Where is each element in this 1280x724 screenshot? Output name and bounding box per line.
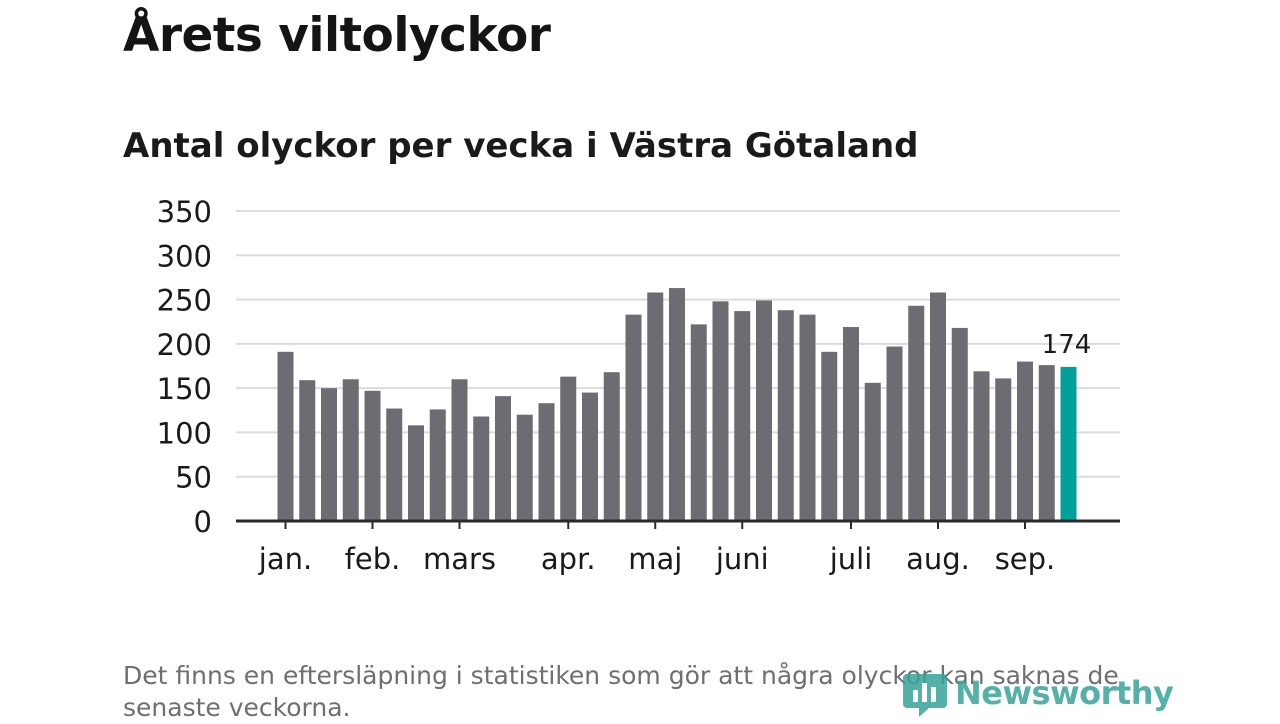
bar <box>516 414 533 521</box>
bar <box>930 292 946 521</box>
bar <box>342 379 359 521</box>
bar <box>843 327 859 521</box>
bar <box>560 376 577 521</box>
chart-subtitle: Antal olyckor per vecka i Västra Götalan… <box>123 126 919 166</box>
bar <box>408 425 424 521</box>
bar <box>473 416 490 521</box>
bar-latest-week <box>1060 366 1077 521</box>
bar <box>908 305 925 521</box>
newsworthy-logo: Newsworthy <box>903 668 1174 718</box>
x-tick-label: mars <box>423 542 496 576</box>
bar <box>429 409 446 521</box>
bar <box>277 351 294 521</box>
bar <box>1038 365 1055 521</box>
x-axis <box>236 519 1120 529</box>
x-tick-label: feb. <box>345 542 401 576</box>
bar <box>647 292 664 521</box>
bar <box>299 380 316 521</box>
bar <box>451 379 468 521</box>
bar <box>973 371 990 521</box>
y-tick-label: 300 <box>157 239 212 273</box>
bar <box>386 408 403 521</box>
bar <box>669 288 685 521</box>
bar <box>495 396 511 521</box>
bar <box>799 314 816 521</box>
bar <box>995 378 1012 521</box>
bar <box>321 388 337 521</box>
y-tick-label: 200 <box>157 328 212 362</box>
x-tick-label: juli <box>829 542 873 576</box>
x-axis-tick-labels: jan. feb. mars apr. maj juni juli aug. sep. <box>258 542 1056 576</box>
y-tick-label: 100 <box>157 416 212 450</box>
bar <box>886 346 903 521</box>
y-tick-label: 50 <box>175 461 212 495</box>
x-tick-label: apr. <box>541 542 596 576</box>
bar <box>864 382 881 521</box>
bar <box>625 314 642 521</box>
logo-text: Newsworthy <box>955 674 1174 712</box>
footnote: Det finns en eftersläpning i statistiken… <box>123 661 1119 722</box>
bar <box>538 403 555 521</box>
bar <box>734 311 751 521</box>
y-tick-label: 0 <box>194 505 212 539</box>
x-tick-label: sep. <box>995 542 1056 576</box>
bar <box>951 327 968 521</box>
x-tick-label: maj <box>628 542 682 576</box>
y-tick-label: 150 <box>157 372 212 406</box>
bar-chart-logo-icon <box>903 674 947 717</box>
y-tick-label: 250 <box>157 284 212 318</box>
bar <box>690 324 707 521</box>
bars: 174 <box>277 288 1092 521</box>
y-axis-tick-labels: 0 50 100 150 200 250 300 350 <box>157 195 212 539</box>
x-tick-label: jan. <box>258 542 312 576</box>
bar <box>777 310 794 521</box>
bar <box>712 301 729 521</box>
latest-value-label: 174 <box>1042 330 1092 360</box>
x-tick-label: aug. <box>906 542 970 576</box>
bar <box>582 392 598 521</box>
bar <box>603 372 620 521</box>
chart-title: Årets viltolyckor <box>123 8 551 63</box>
y-tick-label: 350 <box>157 195 212 229</box>
x-tick-label: juni <box>715 542 769 576</box>
bar <box>1017 361 1033 521</box>
bar <box>821 351 838 521</box>
bar <box>756 300 772 521</box>
bar <box>364 390 381 521</box>
